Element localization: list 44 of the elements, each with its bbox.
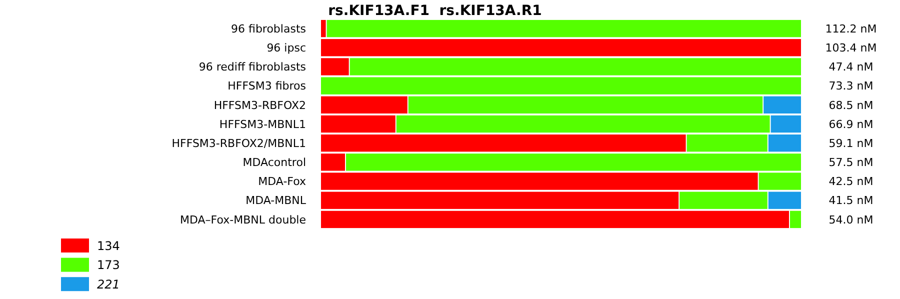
- legend-label: 221: [97, 277, 120, 292]
- y-tick-label: MDA–Fox-MBNL double: [180, 213, 306, 226]
- bar: [321, 39, 801, 56]
- bar: [321, 58, 349, 76]
- bar: [396, 115, 770, 133]
- text: 42.5 nM: [828, 175, 874, 188]
- y-tick-label: 96 rediff fibroblasts: [198, 60, 306, 74]
- text: 103.4 nM: [825, 41, 877, 54]
- y-tick-label: HFFSM3 fibros: [228, 80, 306, 93]
- bar: [321, 134, 686, 152]
- bar: [768, 192, 801, 209]
- text: 54.0 nM: [828, 213, 874, 226]
- bar: [321, 20, 326, 38]
- y-tick-label: HFFSM3-MBNL1: [219, 118, 306, 131]
- y-tick-label: 96 ipsc: [266, 41, 306, 54]
- bar: [764, 96, 801, 114]
- chart-title: rs.KIF13A.F1 rs.KIF13A.R1: [328, 3, 542, 19]
- bar: [321, 210, 789, 228]
- text: 66.9 nM: [828, 118, 874, 131]
- legend-label: 173: [97, 258, 120, 272]
- text: 59.1 nM: [828, 136, 874, 150]
- text: 57.5 nM: [828, 156, 874, 170]
- text: 112.2 nM: [825, 22, 877, 36]
- bar: [408, 96, 763, 114]
- y-tick-label: MDAcontrol: [242, 156, 306, 170]
- bar: [326, 20, 801, 38]
- bar: [321, 115, 396, 133]
- text: 47.4 nM: [828, 60, 874, 74]
- bar: [768, 134, 801, 152]
- bar: [770, 115, 801, 133]
- y-tick-label: HFFSM3-RBFOX2: [214, 98, 306, 112]
- y-tick-label: HFFSM3-RBFOX2/MBNL1: [172, 136, 306, 150]
- text: 68.5 nM: [828, 98, 874, 112]
- bar: [686, 134, 768, 152]
- legend-label: 134: [97, 238, 120, 253]
- bar: [321, 96, 408, 114]
- bar: [321, 192, 679, 209]
- text: 73.3 nM: [828, 80, 874, 93]
- y-tick-label: 96 fibroblasts: [231, 22, 306, 36]
- bar: [680, 192, 768, 209]
- text: 41.5 nM: [828, 194, 874, 208]
- bar: [790, 210, 801, 228]
- y-tick-label: MDA-Fox: [258, 175, 306, 188]
- y-tick-label: MDA-MBNL: [246, 194, 307, 208]
